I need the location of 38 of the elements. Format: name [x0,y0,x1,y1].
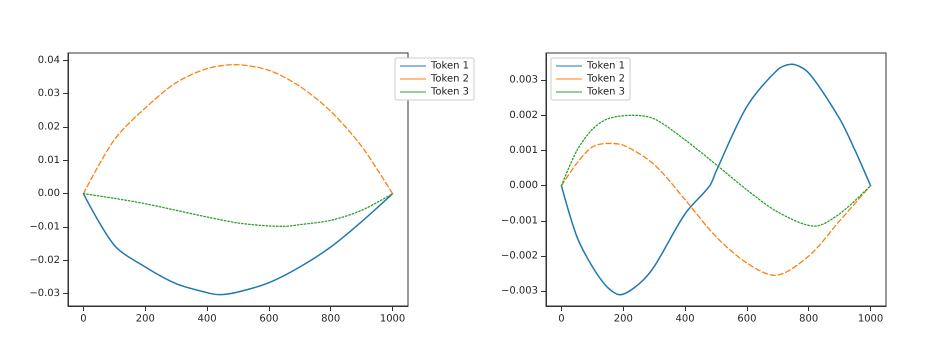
x-tick-label: 800 [321,314,340,324]
y-tick-label: −0.003 [500,286,538,297]
x-tick-label: 0 [80,314,87,324]
x-tick-label: 600 [259,314,278,324]
y-tick-label: 0.003 [509,74,538,86]
x-tick-label: 1000 [380,314,406,324]
y-tick-label: 0.002 [509,110,538,121]
y-tick-label: 0.000 [509,180,538,192]
x-tick-label: 800 [799,314,818,324]
x-tick-label: 0 [558,314,565,324]
y-tick-label: −0.03 [29,288,60,300]
x-tick-label: 400 [198,314,217,324]
legend-label: Token 2 [430,74,470,84]
x-tick-label: 1000 [858,314,884,324]
y-tick-label: −0.01 [29,222,60,232]
legend-label: Token 3 [586,86,625,98]
line-series [82,64,394,194]
y-tick-label: 0.001 [509,144,538,156]
legend-label: Token 2 [586,74,625,84]
y-tick-label: 0.04 [38,54,60,66]
x-tick-label: 400 [676,314,695,324]
y-tick-label: −0.002 [500,250,538,262]
line-series [560,142,872,276]
line-series [82,192,394,296]
y-tick-label: −0.02 [29,254,60,266]
y-tick-label: −0.001 [500,215,538,226]
legend-label: Token 1 [586,60,625,72]
y-tick-label: 0.01 [38,154,60,166]
x-tick-label: 200 [614,314,633,324]
y-tick-label: 0.03 [38,88,60,100]
y-tick-label: 0.00 [38,188,60,200]
y-tick-label: 0.02 [38,122,60,132]
line-series [560,114,872,227]
legend-label: Token 3 [430,86,470,98]
line-series [82,193,394,227]
x-tick-label: 600 [737,314,756,324]
x-tick-label: 200 [136,314,155,324]
legend-label: Token 1 [430,60,470,72]
